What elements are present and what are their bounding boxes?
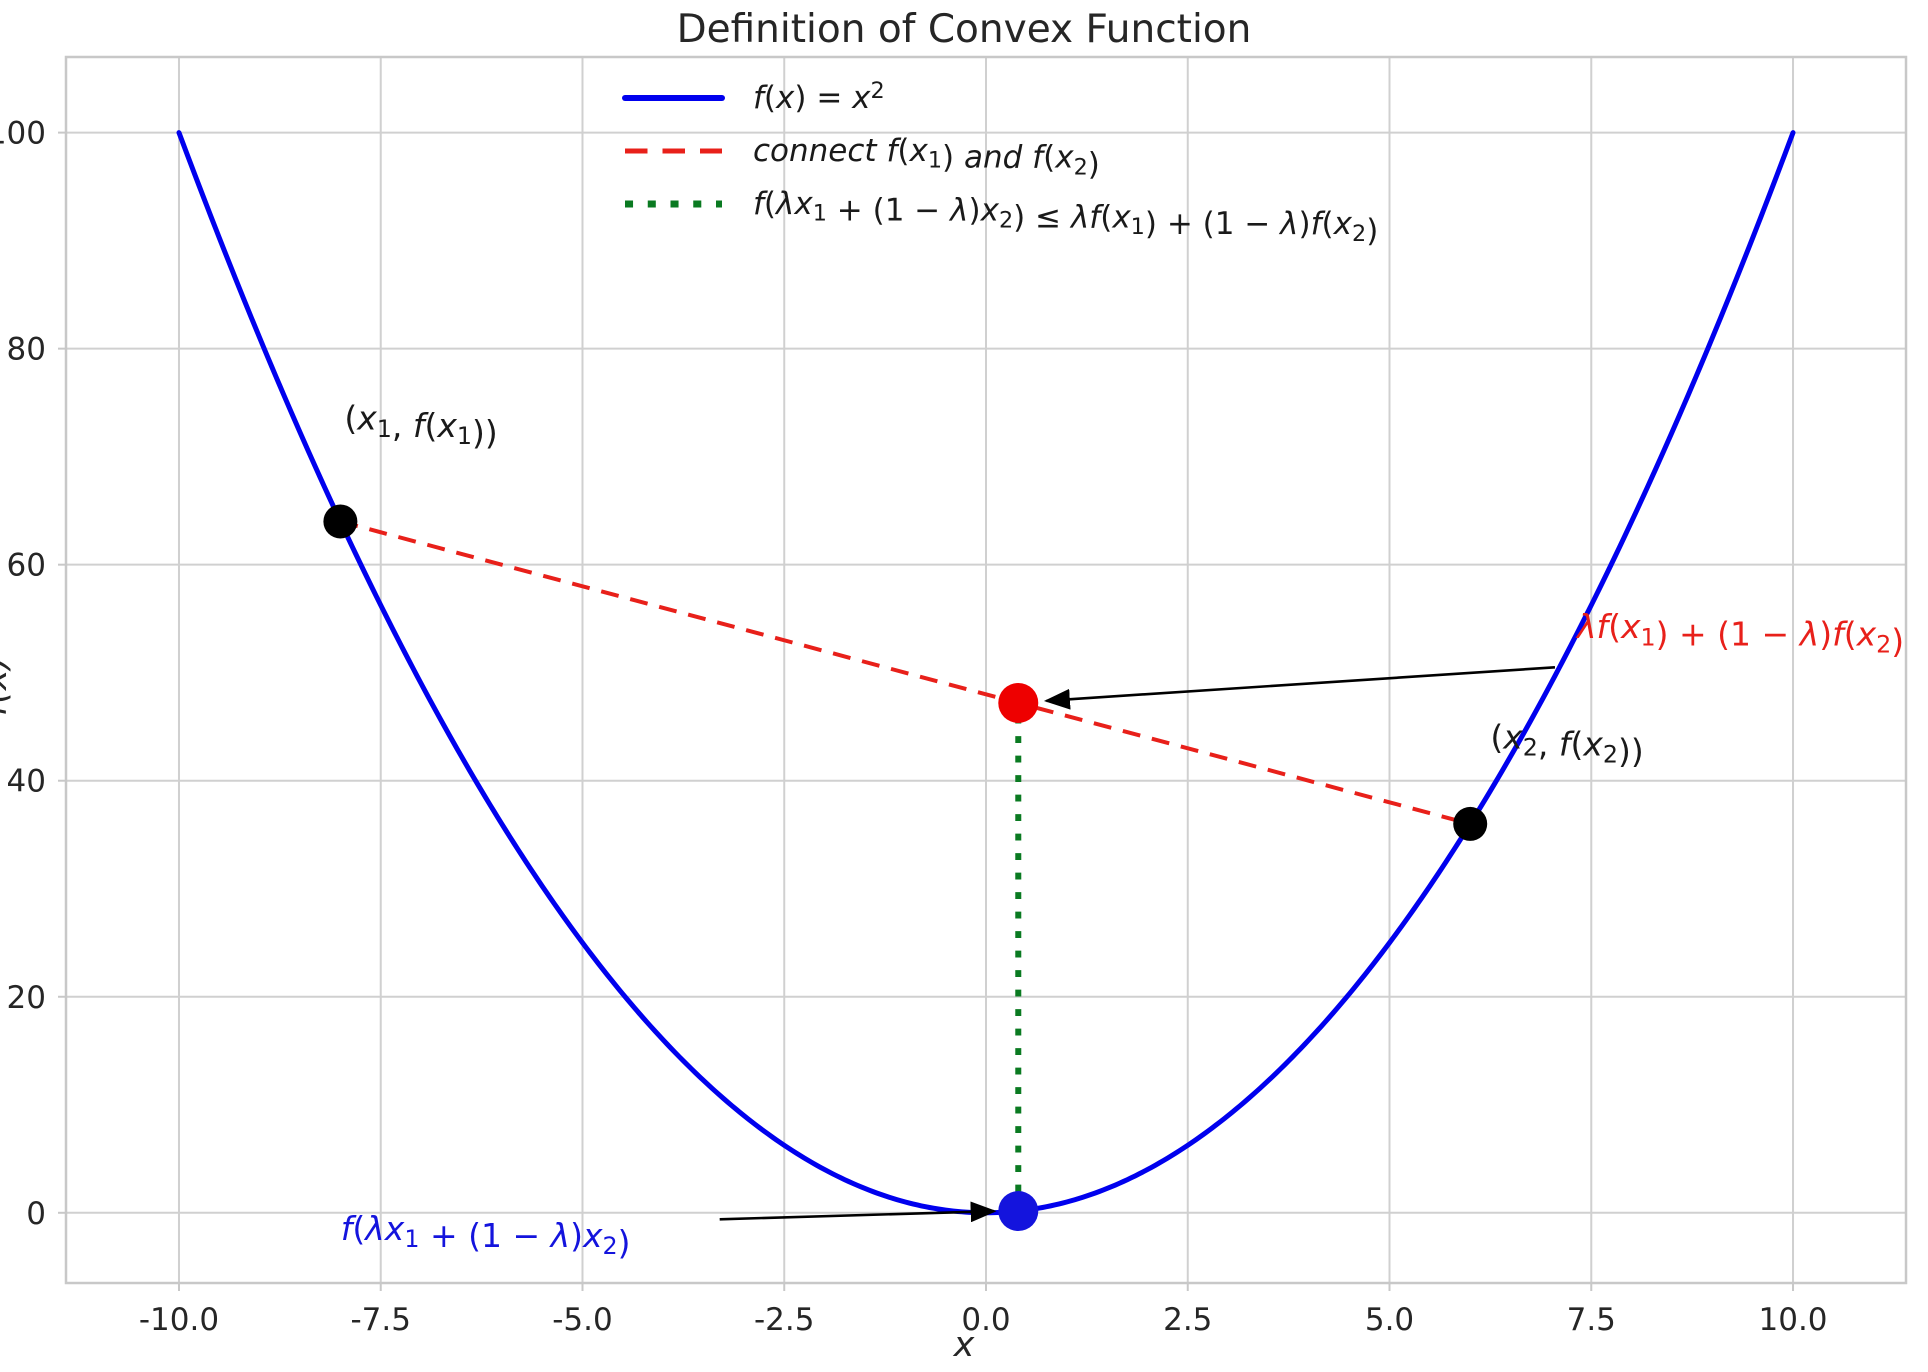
chart-title: Definition of Convex Function — [677, 7, 1252, 52]
marker-x1-point — [323, 504, 358, 539]
x2-label: (x2, f(x2)) — [1490, 717, 1643, 770]
function-value-arrow — [719, 1201, 997, 1223]
chart-legend[interactable]: f(x) = x2 connect f(x1) and f(x2)f(λx1 + … — [622, 78, 1378, 249]
y-tick-label: 60 — [7, 548, 46, 584]
x-tick-label: -7.5 — [350, 1302, 411, 1338]
annotation-labels: (x1, f(x1)) (x2, f(x2)) λf(x1) + (1 − λ)f(… — [341, 399, 1904, 1262]
x-tick-label: -10.0 — [139, 1302, 219, 1338]
marker-chord-midpoint — [998, 682, 1039, 723]
y-tick-label: 20 — [7, 980, 46, 1016]
y-tick-label: 0 — [26, 1196, 46, 1232]
x1-label: (x1, f(x1)) — [344, 399, 497, 452]
y-tick-label: 100 — [0, 116, 46, 152]
x-tick-label: 2.5 — [1163, 1302, 1212, 1338]
annotation-arrows — [719, 666, 1556, 1223]
y-axis-label: f(x) — [0, 656, 15, 716]
data-markers — [323, 504, 1488, 1232]
series-line — [339, 519, 1471, 826]
marker-function-value-point — [998, 1191, 1039, 1232]
function-value-label: f(λx1 + (1 − λ)x2) — [341, 1209, 631, 1262]
x-tick-label: -2.5 — [754, 1302, 815, 1338]
axis-ticks: -10.0 -7.5 -5.0 -2.5 0.0 2.5 5.0 7.5 10.0 0 20 40 60… — [0, 116, 1828, 1338]
x-tick-label: 5.0 — [1365, 1302, 1414, 1338]
legend-label-1[interactable]: connect f(x1) and f(x2) — [753, 133, 1100, 182]
x-tick-label: -5.0 — [552, 1302, 613, 1338]
x-axis-label: x — [953, 1325, 975, 1365]
x-tick-label: 0.0 — [961, 1302, 1010, 1338]
y-tick-label: 80 — [7, 332, 46, 368]
x-tick-label: 7.5 — [1567, 1302, 1616, 1338]
chord-value-arrow — [1043, 666, 1556, 710]
marker-x2-point — [1453, 806, 1488, 841]
y-tick-label: 40 — [7, 764, 46, 800]
legend-label-0[interactable]: f(x) = x2 — [753, 78, 885, 116]
legend-label-2[interactable]: f(λx1 + (1 − λ)x2) ≤ λf(x1) + (1 − λ)f(x… — [753, 186, 1378, 249]
chord-value-label: λf(x1) + (1 − λ)f(x2) — [1575, 607, 1904, 660]
x-tick-label: 10.0 — [1759, 1302, 1828, 1338]
